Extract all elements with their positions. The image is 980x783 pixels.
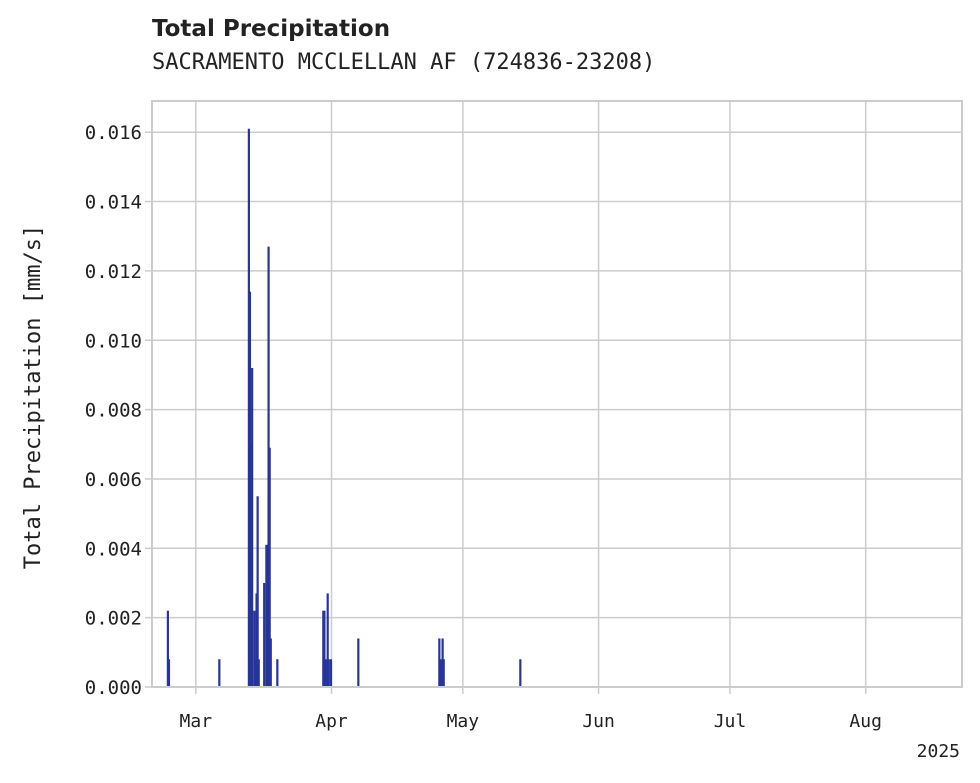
y-axis-ticks: 0.000 0.002 0.004 0.006 0.008 0.010 0.012 0.014… — [85, 122, 152, 699]
x-axis-ticks: Mar Apr May Jun Jul Aug — [180, 687, 882, 732]
precipitation-bar — [329, 659, 333, 687]
precipitation-bar — [253, 610, 256, 687]
chart-title: Total Precipitation — [152, 16, 391, 42]
x-axis-year-label: 2025 — [917, 741, 960, 762]
y-tick-label: 0.012 — [85, 261, 142, 283]
precipitation-bar — [326, 593, 329, 687]
x-tick-label: May — [447, 711, 480, 732]
y-tick-label: 0.004 — [85, 538, 142, 560]
precipitation-bar — [442, 659, 445, 687]
x-tick-label: Jun — [582, 711, 615, 732]
precipitation-bar — [256, 496, 259, 687]
precipitation-bar — [251, 367, 254, 687]
y-tick-label: 0.000 — [85, 677, 142, 699]
grid-lines — [152, 101, 962, 688]
precipitation-bar — [257, 659, 260, 687]
precipitation-bar — [263, 582, 266, 687]
precipitation-bar — [268, 447, 271, 687]
y-tick-label: 0.014 — [85, 192, 142, 214]
chart-subtitle: SACRAMENTO MCCLELLAN AF (724836-23208) — [152, 50, 656, 75]
plot-frame — [151, 100, 963, 688]
y-tick-label: 0.008 — [85, 400, 142, 422]
precipitation-bar — [218, 659, 221, 687]
x-tick-label: Jul — [714, 711, 747, 732]
precipitation-bar — [327, 659, 330, 687]
precipitation-bar — [519, 659, 522, 687]
precipitation-bar — [439, 659, 442, 687]
precipitation-bar — [166, 610, 169, 687]
y-tick-label: 0.006 — [85, 469, 142, 491]
y-tick-label: 0.002 — [85, 608, 142, 630]
y-tick-label: 0.016 — [85, 122, 142, 144]
x-tick-label: Apr — [315, 711, 348, 732]
y-tick-label: 0.010 — [85, 330, 142, 352]
precipitation-bar — [357, 638, 360, 687]
x-tick-label: Mar — [180, 711, 213, 732]
y-axis-label: Total Precipitation [mm/s] — [21, 225, 46, 569]
x-tick-label: Aug — [849, 711, 882, 732]
precipitation-bar — [276, 659, 279, 687]
precipitation-bar — [167, 659, 171, 687]
precipitation-bar — [269, 638, 272, 687]
precipitation-bar — [323, 610, 326, 687]
precipitation-bars — [166, 128, 522, 688]
